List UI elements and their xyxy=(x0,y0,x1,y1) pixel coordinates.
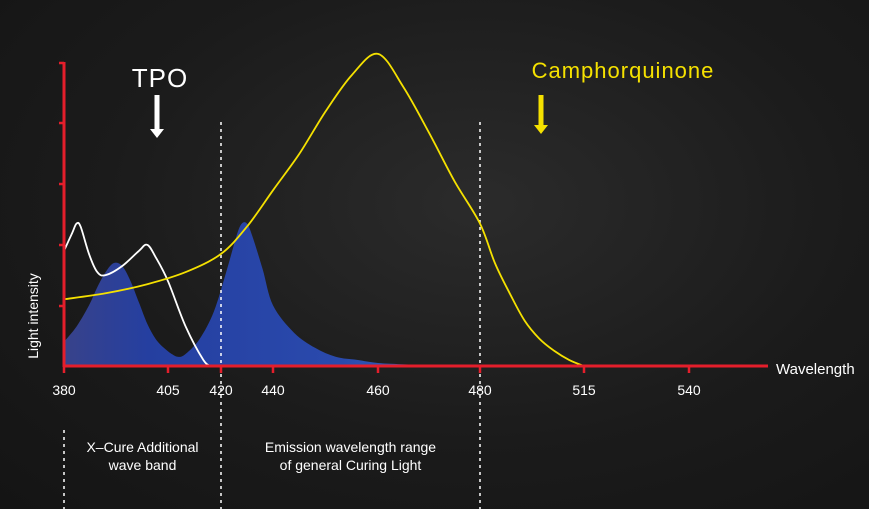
range-caption-1: wave band xyxy=(108,457,177,473)
x-tick-label: 515 xyxy=(572,382,596,398)
tpo-arrow-head xyxy=(150,129,164,138)
x-axis-label: Wavelength xyxy=(776,361,855,378)
x-tick-label: 480 xyxy=(468,382,492,398)
x-tick-label: 540 xyxy=(677,382,701,398)
cq-label: Camphorquinone xyxy=(532,58,715,83)
x-tick-label: 380 xyxy=(52,382,76,398)
tpo-label: TPO xyxy=(132,63,188,93)
camphorquinone-curve xyxy=(63,52,585,367)
x-tick-label: 460 xyxy=(366,382,390,398)
y-axis-label: Light intensity xyxy=(25,273,41,359)
x-tick-label: 420 xyxy=(209,382,233,398)
x-tick-label: 405 xyxy=(156,382,180,398)
x-tick-label: 440 xyxy=(261,382,285,398)
range-caption-1: X–Cure Additional xyxy=(86,439,198,455)
tpo-curve xyxy=(63,221,211,367)
cq-arrow-head xyxy=(534,125,548,134)
tpo-arrow-shaft xyxy=(154,95,160,130)
emission-area xyxy=(64,222,440,366)
cq-arrow-shaft xyxy=(538,95,544,126)
range-caption-2: of general Curing Light xyxy=(280,457,422,473)
range-caption-2: Emission wavelength range xyxy=(265,439,436,455)
